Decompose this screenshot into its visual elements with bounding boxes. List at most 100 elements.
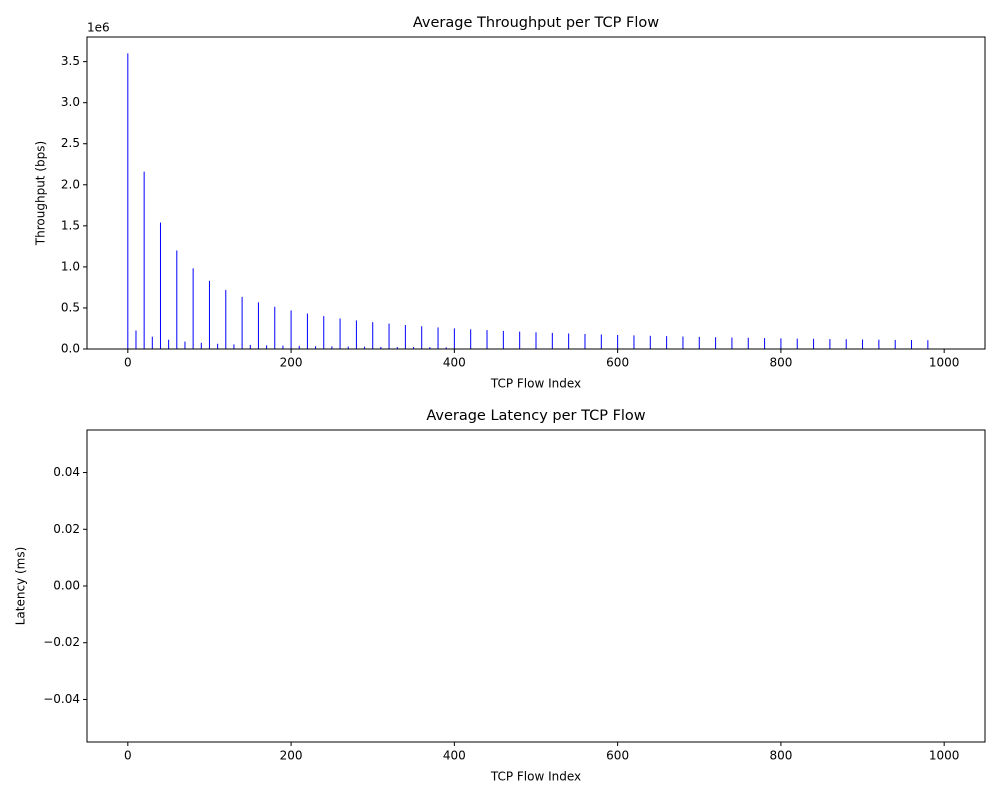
y-tick-label: 2.5 [61, 136, 80, 150]
y-tick-label: 3.5 [61, 54, 80, 68]
bar [666, 336, 668, 349]
x-tick-label: 200 [280, 749, 303, 763]
bar [551, 332, 553, 349]
y-tick-label: 3.0 [61, 95, 80, 109]
bar [421, 326, 423, 349]
plot-frame [86, 429, 986, 743]
x-tick-label: 1000 [929, 749, 960, 763]
y-axis-label: Throughput (bps) [34, 141, 48, 246]
bar [364, 346, 366, 349]
bar [715, 337, 717, 349]
bar [168, 339, 170, 349]
x-tick-label: 600 [606, 749, 629, 763]
y-tick-label: 0.02 [53, 522, 80, 536]
y-tick-label: 1.0 [61, 259, 80, 273]
bar [584, 333, 586, 349]
bar [200, 342, 202, 349]
plot-frame [86, 36, 986, 350]
bar [845, 339, 847, 349]
bar [413, 347, 415, 349]
bar [143, 171, 145, 349]
bar [911, 340, 913, 349]
x-tick-label: 800 [769, 749, 792, 763]
bar [600, 334, 602, 349]
bar [927, 340, 929, 349]
chart-title: Average Latency per TCP Flow [426, 408, 645, 424]
bar [878, 339, 880, 349]
bar [151, 336, 153, 349]
y-tick-label: 2.0 [61, 177, 80, 191]
x-tick-label: 0 [124, 749, 132, 763]
bar [282, 345, 284, 349]
x-axis-label: TCP Flow Index [490, 770, 581, 784]
y-tick-label: 0.5 [61, 300, 80, 314]
bar [747, 337, 749, 349]
x-tick-label: 600 [606, 356, 629, 370]
bar [633, 335, 635, 349]
bar [796, 338, 798, 349]
bar [241, 296, 243, 349]
bar [306, 313, 308, 349]
bar [159, 222, 161, 349]
bar [274, 306, 276, 349]
bar [649, 335, 651, 349]
y-offset-label: 1e6 [87, 21, 110, 35]
bar [617, 334, 619, 349]
bar [764, 338, 766, 349]
bar [894, 339, 896, 349]
bar [208, 280, 210, 349]
x-axis-label: TCP Flow Index [490, 377, 581, 391]
bar [780, 338, 782, 349]
bar [192, 268, 194, 349]
bar [225, 289, 227, 349]
bar [380, 346, 382, 349]
bar [535, 332, 537, 349]
bar [429, 347, 431, 349]
bar [731, 337, 733, 349]
bar [453, 328, 455, 349]
bar [127, 53, 129, 349]
bar [445, 347, 447, 349]
y-tick-label: −0.02 [43, 635, 80, 649]
bar [519, 331, 521, 349]
y-tick-label: 0.04 [53, 465, 80, 479]
bar [372, 322, 374, 349]
bar [184, 341, 186, 349]
bar [347, 346, 349, 349]
bar [233, 344, 235, 349]
bar [290, 310, 292, 349]
bar [568, 333, 570, 349]
bar [682, 336, 684, 349]
x-tick-label: 400 [443, 356, 466, 370]
y-tick-label: 1.5 [61, 218, 80, 232]
bar [298, 345, 300, 349]
y-tick-label: 0.00 [53, 579, 80, 593]
y-axis-label: Latency (ms) [14, 547, 28, 626]
bar [315, 346, 317, 349]
bar [470, 329, 472, 349]
bar [257, 302, 259, 349]
x-tick-label: 800 [769, 356, 792, 370]
x-tick-label: 200 [280, 356, 303, 370]
bar [388, 323, 390, 349]
chart-title: Average Throughput per TCP Flow [413, 15, 659, 31]
bar [339, 318, 341, 349]
bar [355, 320, 357, 349]
bar [813, 338, 815, 349]
bar [437, 327, 439, 349]
x-tick-label: 400 [443, 749, 466, 763]
bar [829, 339, 831, 349]
bar [502, 330, 504, 349]
bar [249, 344, 251, 349]
bar [217, 343, 219, 349]
bar [331, 346, 333, 349]
bar [862, 339, 864, 349]
bar [486, 330, 488, 349]
y-tick-label: −0.04 [43, 692, 80, 706]
bar [176, 250, 178, 349]
bar [396, 346, 398, 349]
bar [698, 336, 700, 349]
y-tick-label: 0.0 [61, 342, 80, 356]
bar [323, 316, 325, 349]
